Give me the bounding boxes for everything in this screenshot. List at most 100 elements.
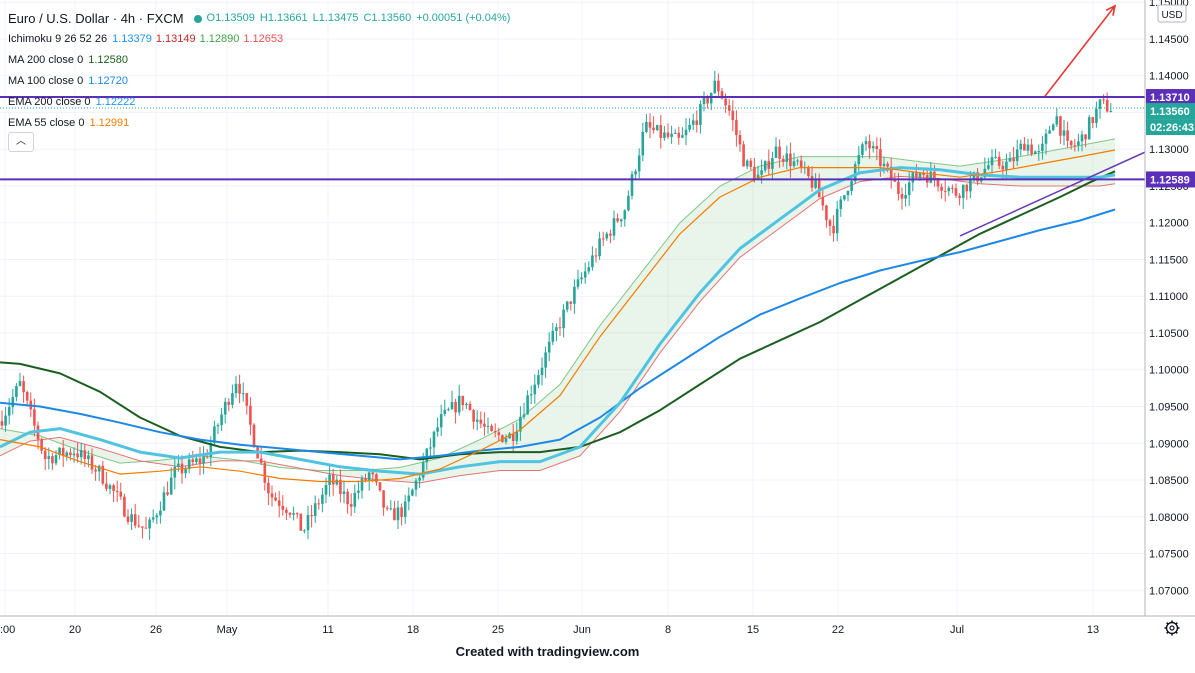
candle-body xyxy=(511,433,515,442)
candle-body xyxy=(259,458,263,463)
candle xyxy=(1069,140,1073,150)
candle-body xyxy=(1001,165,1005,170)
time-axis[interactable]: :00 20 26 May 11 18 25 Jun 8 15 22 Jul 13 xyxy=(0,615,1195,636)
candle-body xyxy=(198,458,202,464)
candle xyxy=(544,346,547,378)
horizontal-levels[interactable] xyxy=(0,96,1145,181)
candle xyxy=(987,157,990,171)
candle-body xyxy=(1084,134,1087,140)
candle xyxy=(954,183,958,198)
candle-body xyxy=(112,485,115,492)
candle-body xyxy=(796,160,799,162)
ma100-row[interactable]: MA 100 close 0 1.12720 xyxy=(8,71,515,92)
candle xyxy=(1105,92,1109,113)
candle-body xyxy=(1105,99,1109,112)
candle xyxy=(1098,99,1102,119)
cloud-fill xyxy=(0,138,1115,483)
gear-icon[interactable] xyxy=(1164,620,1180,636)
x-tick-label: 11 xyxy=(322,624,333,636)
candle-body xyxy=(861,144,864,155)
candle xyxy=(133,503,137,529)
candle-body xyxy=(767,161,771,169)
candle xyxy=(241,382,245,402)
candle xyxy=(605,231,609,241)
candle xyxy=(756,165,760,180)
candle-body xyxy=(393,508,396,521)
candle-body xyxy=(177,463,180,467)
candle xyxy=(436,417,439,437)
candle-body xyxy=(162,492,166,511)
candle-body xyxy=(159,510,162,516)
candle xyxy=(1019,139,1023,156)
candle xyxy=(169,467,173,495)
candle-body xyxy=(267,482,270,494)
candle-body xyxy=(105,483,108,489)
ema200-row[interactable]: EMA 200 close 0 1.12222 xyxy=(8,92,515,113)
candle-body xyxy=(245,393,249,406)
candle xyxy=(47,447,51,470)
candle xyxy=(119,482,123,500)
candle-body xyxy=(231,393,234,405)
candle-body xyxy=(144,527,148,529)
candle xyxy=(994,148,997,159)
candle xyxy=(454,398,457,424)
candle xyxy=(961,184,965,209)
candle-body xyxy=(583,271,587,278)
chevron-up-icon[interactable]: ︿ xyxy=(8,132,34,152)
candle xyxy=(303,529,306,534)
candle-body xyxy=(490,425,493,432)
candle xyxy=(313,495,317,523)
candle-body xyxy=(558,327,562,329)
candle xyxy=(709,92,713,111)
candle-body xyxy=(76,453,79,458)
candle xyxy=(295,512,299,519)
candle xyxy=(346,488,349,514)
ichimoku-value-3: 1.12890 xyxy=(199,33,240,45)
candle-body xyxy=(202,456,205,464)
candle-body xyxy=(922,172,925,176)
ma200-row[interactable]: MA 200 close 0 1.12580 xyxy=(8,50,515,71)
candle xyxy=(166,481,169,497)
candle-body xyxy=(634,171,637,175)
symbol-title[interactable]: Euro / U.S. Dollar · 4h · FXCM xyxy=(8,11,184,26)
candle-body xyxy=(1048,130,1051,134)
candle-body xyxy=(403,501,407,517)
candle-body xyxy=(385,507,389,509)
candle xyxy=(439,404,443,436)
candle-body xyxy=(526,395,529,415)
candle-body xyxy=(342,491,346,495)
price-chart[interactable]: 1.150001.145001.140001.135001.130001.125… xyxy=(0,0,1195,640)
candle-body xyxy=(65,452,69,457)
candle xyxy=(40,437,43,455)
support-tag-text: 1.12589 xyxy=(1150,174,1190,186)
candle-body xyxy=(889,166,893,180)
candle-body xyxy=(274,497,277,501)
countdown-tag-text: 02:26:43 xyxy=(1150,122,1194,134)
candle xyxy=(382,490,385,516)
ma200-value: 1.12580 xyxy=(88,54,128,66)
ma100-value: 1.12720 xyxy=(88,75,128,87)
candle xyxy=(155,512,159,525)
candle xyxy=(670,125,673,144)
candle-body xyxy=(439,414,443,428)
candle xyxy=(443,399,447,417)
candle-body xyxy=(263,462,267,483)
candle xyxy=(1073,139,1077,152)
ema55-row[interactable]: EMA 55 close 0 1.12991 xyxy=(8,113,515,134)
candle-body xyxy=(1033,151,1037,154)
candle-body xyxy=(673,132,677,134)
candle xyxy=(547,332,551,362)
candle xyxy=(789,142,792,178)
indicator-lines xyxy=(0,149,1116,483)
price-axis[interactable]: 1.150001.145001.140001.135001.130001.125… xyxy=(1144,0,1189,616)
candle xyxy=(299,513,303,531)
candle xyxy=(645,113,648,134)
drawings[interactable] xyxy=(959,4,1146,237)
candle-body xyxy=(771,157,774,169)
candle-body xyxy=(11,396,15,408)
candle-body xyxy=(954,188,958,196)
candle-body xyxy=(969,179,972,192)
ichimoku-row[interactable]: Ichimoku 9 26 52 26 1.13379 1.13149 1.12… xyxy=(8,29,515,50)
candle xyxy=(778,139,781,168)
candle xyxy=(1087,114,1091,140)
